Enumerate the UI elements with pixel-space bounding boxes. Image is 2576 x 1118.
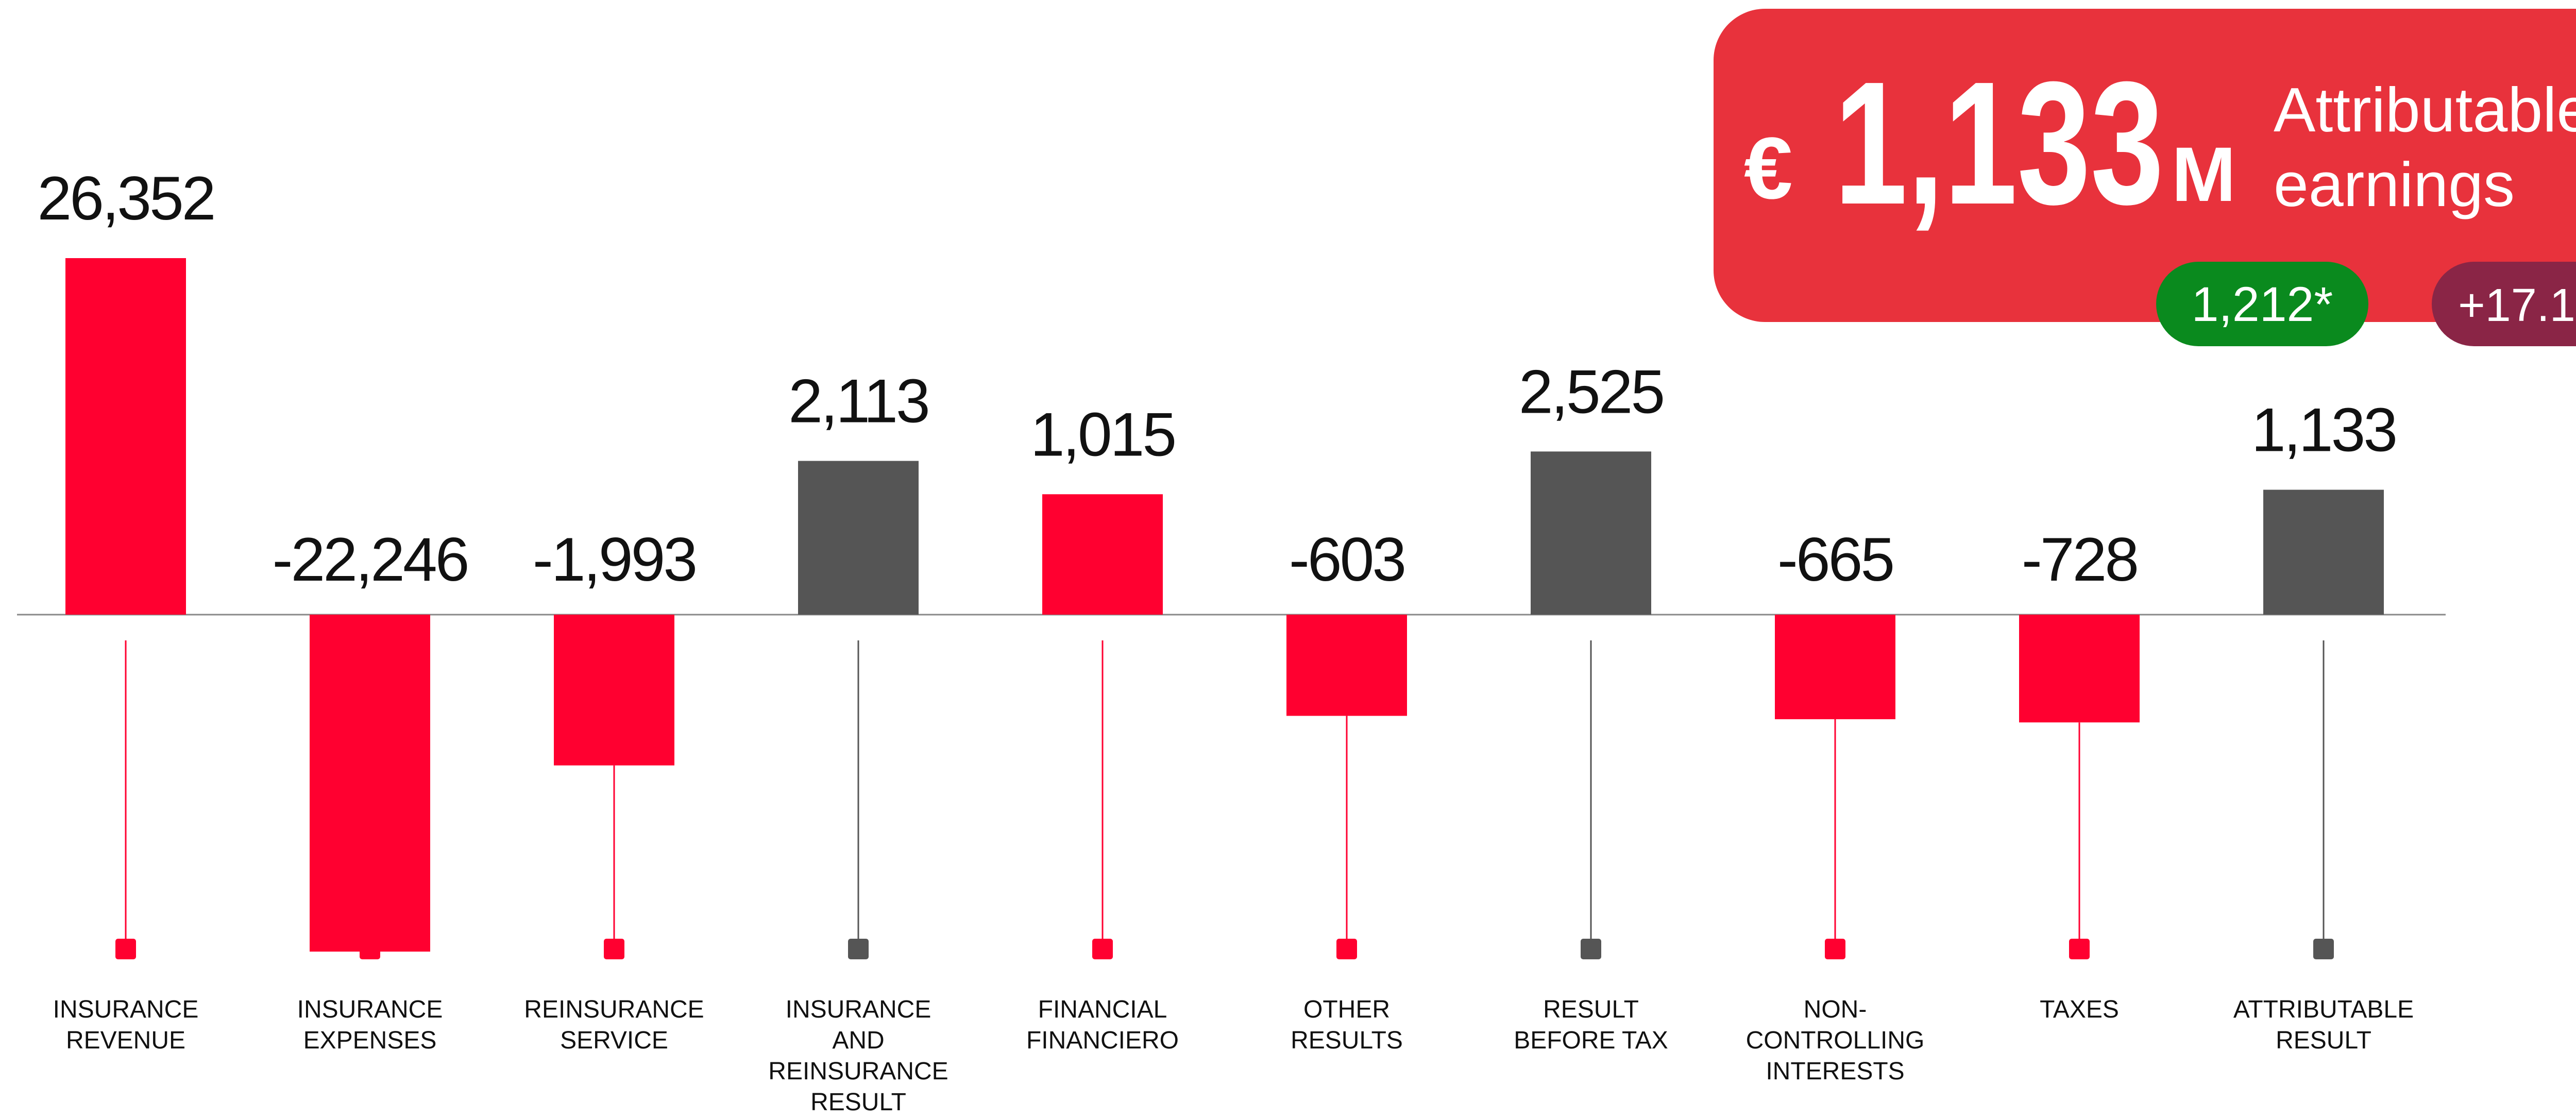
category-label: INSURANCE EXPENSES — [297, 996, 443, 1054]
stem-marker — [1336, 939, 1357, 959]
bar — [1286, 615, 1407, 716]
category-label: RESULT BEFORE TAX — [1514, 996, 1668, 1054]
value-label: -1,993 — [533, 525, 696, 594]
bar — [1042, 494, 1163, 615]
stem-marker — [1581, 939, 1601, 959]
stem-marker — [2069, 939, 2090, 959]
category-label: NON- CONTROLLING INTERESTS — [1745, 996, 1925, 1085]
highlight-unit: M — [2172, 131, 2236, 217]
bar — [65, 258, 186, 615]
previous-value: 1,212* — [2192, 277, 2333, 332]
bar — [1531, 451, 1651, 615]
bar — [310, 615, 430, 952]
highlight-label: earnings — [2274, 149, 2515, 219]
value-label: 2,113 — [788, 367, 928, 436]
value-label: -665 — [1777, 525, 1893, 594]
highlight-box — [1714, 9, 2576, 322]
stem-marker — [848, 939, 869, 959]
category-label: OTHER RESULTS — [1291, 996, 1403, 1054]
value-label: -728 — [2022, 525, 2137, 594]
previous-pill — [2156, 262, 2368, 346]
highlight-label: Attributable — [2274, 75, 2576, 145]
bar — [798, 461, 919, 615]
category-label: TAXES — [2040, 996, 2119, 1023]
category-label: INSURANCE REVENUE — [53, 996, 199, 1054]
stem-marker — [115, 939, 136, 959]
value-label: -22,246 — [273, 525, 468, 594]
stem-marker — [1825, 939, 1845, 959]
stem-marker — [2313, 939, 2334, 959]
bar — [1775, 615, 1895, 719]
bar — [554, 615, 674, 766]
stem-marker — [604, 939, 624, 959]
change-value: +17.1% — [2458, 280, 2576, 331]
value-label: 2,525 — [1519, 357, 1663, 426]
category-label: FINANCIAL FINANCIERO — [1026, 996, 1179, 1054]
stem-marker — [1092, 939, 1113, 959]
value-label: 1,133 — [2251, 396, 2396, 465]
value-label: -603 — [1289, 525, 1404, 594]
category-label: INSURANCE AND REINSURANCE RESULT — [768, 996, 948, 1116]
category-label: REINSURANCE SERVICE — [524, 996, 704, 1054]
bar — [2263, 489, 2384, 615]
highlight-currency: € — [1744, 120, 1793, 217]
bar — [2019, 615, 2140, 723]
stem-marker — [360, 939, 380, 959]
category-label: ATTRIBUTABLE RESULT — [2233, 996, 2414, 1054]
value-label: 26,352 — [37, 164, 214, 233]
change-pill — [2432, 262, 2576, 346]
highlight-amount: 1,133 — [1834, 45, 2164, 241]
value-label: 1,015 — [1030, 400, 1175, 469]
